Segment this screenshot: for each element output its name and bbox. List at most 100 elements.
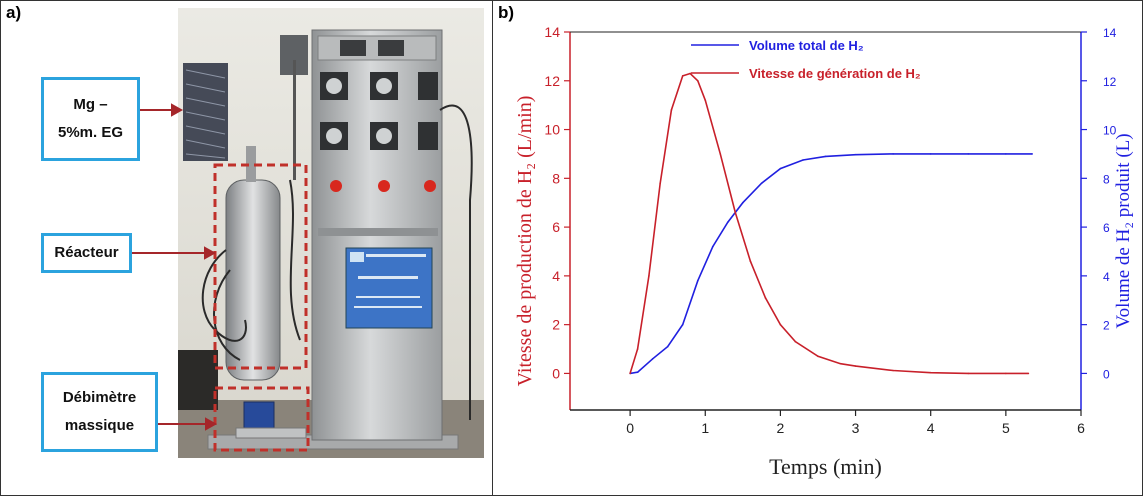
flowmeter-callout-line1: Débimètre	[62, 388, 137, 406]
info-label-line	[354, 306, 422, 308]
sample-callout-line2: 5%m. EG	[57, 124, 124, 141]
legend-rate-label: Vitesse de génération de H₂	[749, 66, 921, 81]
info-label-line	[358, 276, 418, 279]
generation-rate-line	[629, 72, 1029, 375]
generation-rate-point	[854, 365, 857, 367]
generation-rate-point	[779, 323, 782, 326]
left-tick-label: 6	[552, 219, 560, 235]
flowmeter-callout: Débimètre massique	[41, 372, 158, 452]
right-axis-label: Volume de H₂ produit (L)	[1113, 133, 1134, 328]
x-tick-label: 2	[777, 420, 785, 436]
vertical-pipe	[293, 60, 296, 180]
left-tick-label: 8	[552, 170, 560, 186]
generation-rate-point	[696, 79, 699, 82]
x-tick-label: 4	[927, 420, 935, 436]
sample-callout-line1: Mg –	[73, 95, 108, 113]
generation-rate-point	[629, 372, 631, 375]
generation-rate-point	[636, 348, 639, 350]
right-tick-label: 6	[1103, 221, 1110, 235]
panel-a-letter: a)	[6, 3, 22, 22]
reactor-callout: Réacteur	[41, 233, 132, 273]
total-volume-point	[681, 323, 684, 326]
flowmeter-pipe	[235, 427, 307, 439]
total-volume-point	[727, 221, 729, 224]
generation-rate-point	[1005, 372, 1007, 375]
info-label-logo	[350, 252, 364, 262]
total-volume-point	[854, 153, 857, 156]
total-volume-point	[929, 153, 932, 155]
total-volume-point	[824, 155, 827, 158]
generation-rate-point	[719, 153, 722, 155]
right-tick-label: 8	[1103, 172, 1110, 186]
legend-volume-label: Volume total de H₂	[749, 38, 864, 53]
left-axis-label: Vitesse de production de H₂ (L/min)	[514, 96, 536, 387]
total-volume-point	[779, 167, 782, 170]
total-volume-point	[1005, 153, 1007, 155]
total-volume-point	[636, 371, 639, 374]
dark-corner	[178, 350, 218, 410]
sample-callout: Mg – 5%m. EG	[41, 77, 140, 161]
x-tick-label: 0	[626, 420, 634, 436]
gauges	[320, 72, 438, 150]
flowmeter-highlight-box	[213, 386, 310, 452]
generation-rate-point	[749, 260, 752, 263]
right-tick-label: 0	[1103, 367, 1110, 381]
total-volume-point	[802, 159, 804, 161]
right-tick-label: 14	[1103, 26, 1117, 40]
generation-rate-point	[689, 72, 692, 75]
generation-rate-point	[659, 182, 661, 184]
panel-divider	[492, 0, 493, 496]
left-tick-label: 10	[544, 122, 560, 138]
total-volume-point	[696, 279, 699, 282]
flowmeter-callout-line2: massique	[64, 417, 135, 434]
generation-rate-point	[734, 211, 737, 214]
total-volume-point	[666, 345, 669, 348]
generation-rate-point	[704, 99, 707, 102]
sample-texture	[185, 69, 226, 159]
left-tick-label: 12	[544, 73, 560, 89]
red-buttons	[330, 180, 436, 192]
right-tick-label: 4	[1103, 270, 1110, 284]
left-tick-label: 4	[552, 268, 560, 284]
generation-rate-point	[967, 372, 970, 375]
reactor-callout-label: Réacteur	[54, 243, 119, 261]
callout-arrows	[132, 103, 218, 431]
reactor-cylinder	[225, 179, 281, 381]
x-tick-label: 5	[1002, 420, 1010, 436]
total-volume-point	[892, 153, 894, 155]
total-volume-line	[629, 153, 1033, 375]
generation-rate-point	[1027, 372, 1030, 375]
total-volume-point	[742, 201, 744, 204]
info-label-line	[356, 296, 420, 298]
total-volume-point	[760, 182, 763, 184]
generation-rate-point	[670, 109, 673, 111]
right-tick-label: 12	[1103, 75, 1117, 89]
total-volume-point	[967, 153, 970, 155]
generation-rate-point	[817, 355, 819, 358]
reactor-highlight-box	[213, 163, 308, 370]
generation-rate-point	[929, 371, 932, 374]
sample-image	[183, 63, 228, 161]
left-tick-label: 0	[552, 365, 560, 381]
panel-b-letter: b)	[498, 3, 515, 22]
right-tick-label: 2	[1103, 319, 1110, 333]
x-axis-label: Temps (min)	[769, 454, 882, 479]
cabinet-seam	[318, 228, 438, 236]
generation-rate-point	[794, 340, 797, 343]
total-volume-point	[1031, 153, 1033, 155]
generation-rate-point	[892, 369, 894, 372]
x-tick-label: 6	[1077, 420, 1085, 436]
generation-rate-point	[681, 75, 684, 77]
x-tick-label: 1	[701, 420, 709, 436]
display-right	[378, 40, 404, 56]
cylinder-valve	[246, 146, 256, 182]
left-tick-label: 2	[552, 317, 560, 333]
total-volume-point	[711, 245, 714, 248]
generation-rate-point	[764, 297, 767, 299]
total-volume-point	[651, 357, 654, 360]
generation-rate-point	[648, 275, 650, 277]
x-tick-label: 3	[852, 420, 860, 436]
left-tick-label: 14	[544, 24, 560, 40]
